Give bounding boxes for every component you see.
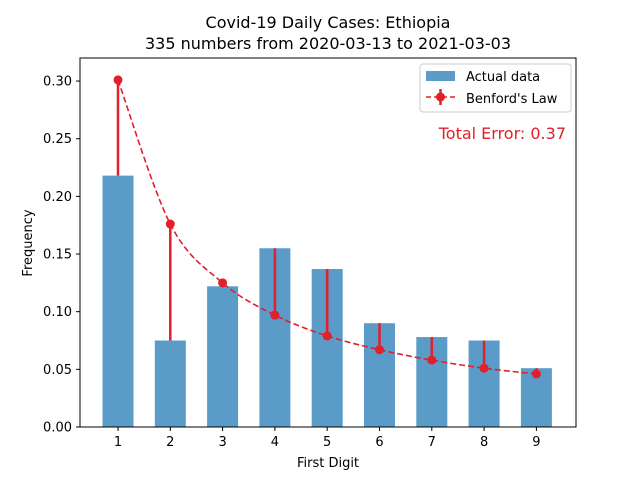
y-tick-label-5: 0.25 xyxy=(43,132,72,147)
chart-title-line2: 335 numbers from 2020-03-13 to 2021-03-0… xyxy=(145,34,511,53)
legend-bar-swatch xyxy=(426,71,455,81)
x-tick-label-9: 9 xyxy=(532,435,540,450)
benford-line-group xyxy=(113,75,541,379)
benford-point-digit-3 xyxy=(218,278,228,288)
y-tick-label-4: 0.20 xyxy=(43,190,72,205)
benford-point-digit-9 xyxy=(531,369,541,379)
x-tick-label-7: 7 xyxy=(428,435,436,450)
benford-point-digit-1 xyxy=(113,75,123,85)
y-tick-label-0: 0.00 xyxy=(43,421,72,436)
x-tick-label-6: 6 xyxy=(375,435,383,450)
benford-point-digit-5 xyxy=(322,331,332,341)
y-axis-ticks: 0.00 0.05 0.10 0.15 0.20 0.25 0.30 xyxy=(43,75,80,436)
total-error-annotation: Total Error: 0.37 xyxy=(438,124,566,143)
chart-title-line1: Covid-19 Daily Cases: Ethiopia xyxy=(206,13,451,32)
bar-digit-3 xyxy=(207,286,239,427)
legend-marker-swatch xyxy=(436,92,445,102)
benford-point-digit-8 xyxy=(479,363,489,373)
x-axis-label: First Digit xyxy=(297,456,359,471)
x-tick-label-2: 2 xyxy=(166,435,174,450)
y-tick-label-2: 0.10 xyxy=(43,305,72,320)
benford-point-digit-6 xyxy=(375,345,384,355)
y-axis-label: Frequency xyxy=(21,209,36,276)
x-tick-label-5: 5 xyxy=(323,435,331,450)
error-lines-group xyxy=(116,79,538,374)
y-tick-label-1: 0.05 xyxy=(43,363,72,378)
benford-point-digit-7 xyxy=(427,355,437,365)
benford-point-digit-2 xyxy=(165,219,175,229)
y-tick-label-3: 0.15 xyxy=(43,248,72,263)
x-tick-label-8: 8 xyxy=(480,435,488,450)
legend-box xyxy=(419,63,572,113)
x-tick-label-1: 1 xyxy=(114,435,122,450)
plot-frame xyxy=(79,57,577,428)
x-axis-ticks: 1 2 3 4 5 6 7 8 9 xyxy=(114,427,541,450)
legend-actual-label: Actual data xyxy=(466,70,540,85)
y-tick-label-6: 0.30 xyxy=(43,75,72,90)
legend-benford-label: Benford's Law xyxy=(466,92,558,107)
bar-digit-1 xyxy=(102,175,134,427)
x-tick-label-3: 3 xyxy=(218,435,226,450)
benford-point-digit-4 xyxy=(270,310,280,320)
bar-digit-2 xyxy=(154,340,186,427)
legend: Actual data Benford's Law xyxy=(419,63,572,113)
x-tick-label-4: 4 xyxy=(271,435,279,450)
